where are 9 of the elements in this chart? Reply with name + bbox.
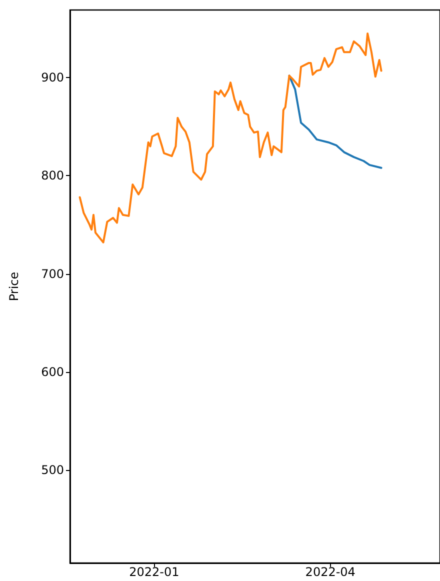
y-tick-label: 900 [41, 70, 64, 85]
x-tick-label: 2022-04 [305, 565, 356, 579]
x-tick-label: 2022-01 [129, 565, 180, 579]
y-axis-title: Price [7, 272, 21, 302]
y-tick-label: 500 [41, 462, 64, 477]
y-tick-label: 600 [41, 364, 64, 379]
y-tick-label: 800 [41, 168, 64, 183]
y-tick-label: 700 [41, 266, 64, 281]
line-series [78, 32, 382, 244]
